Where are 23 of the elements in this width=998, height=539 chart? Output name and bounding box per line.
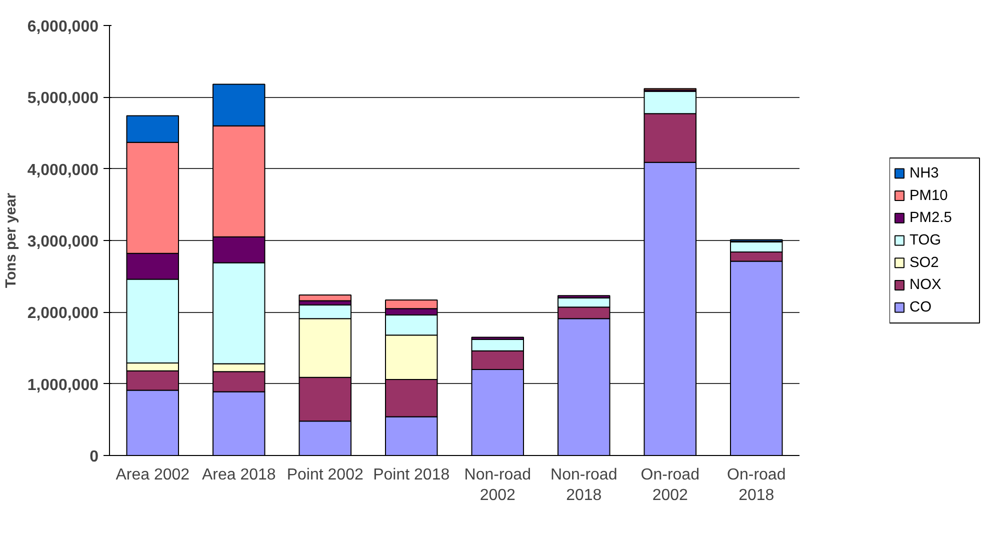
x-tick-label: Area 2002 <box>116 466 190 484</box>
x-tick-label: Non-road 2002 <box>464 466 531 504</box>
x-tick-label: Point 2002 <box>286 466 364 484</box>
legend-label: NH3 <box>910 165 939 182</box>
y-tick-label: 5,000,000 <box>27 90 99 108</box>
y-tick-label: 0 <box>90 448 99 466</box>
x-tick-label: On-road 2002 <box>640 466 700 504</box>
legend-label: SO2 <box>910 254 939 271</box>
y-tick-label: 4,000,000 <box>27 162 99 179</box>
y-axis-title: Tons per year <box>3 192 20 288</box>
y-tick-label: 1,000,000 <box>27 376 99 394</box>
legend-label: CO <box>910 300 932 316</box>
legend-label: TOG <box>910 232 941 248</box>
x-tick-label: Point 2018 <box>373 466 450 484</box>
y-tick-label: 3,000,000 <box>27 234 99 250</box>
y-tick-label: 2,000,000 <box>27 305 99 322</box>
y-tick-label: 6,000,000 <box>27 18 99 36</box>
x-tick-label: On-road 2018 <box>727 466 786 504</box>
x-tick-label: Area 2018 <box>202 466 276 484</box>
legend-label: NOX <box>910 277 942 294</box>
legend-label: PM2.5 <box>910 210 952 226</box>
x-tick-label: Non-road 2018 <box>550 466 618 504</box>
legend-label: PM10 <box>910 188 948 204</box>
